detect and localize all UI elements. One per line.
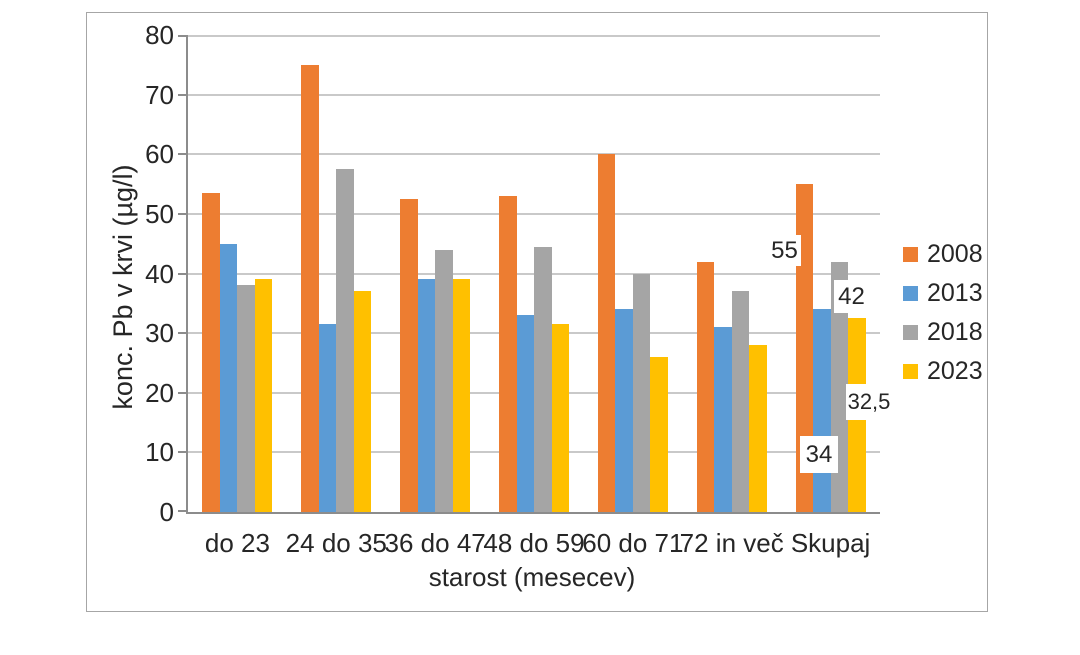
bar-2008-36 do 47 [400, 198, 418, 512]
y-axis-tick [178, 332, 186, 335]
y-tick-label-40: 40 [145, 258, 174, 289]
legend-label-2018: 2018 [927, 318, 983, 346]
bar-2023-60 do 71 [650, 356, 668, 512]
bar-2013-48 do 59 [516, 315, 534, 512]
data-label-2013-Skupaj: 34 [800, 436, 838, 473]
x-axis-category-label-6: Skupaj [790, 528, 871, 558]
y-axis-tick [178, 93, 186, 96]
bar-2018-48 do 59 [534, 246, 552, 512]
legend-swatch-2013 [903, 286, 918, 301]
legend-swatch-2018 [903, 325, 918, 340]
legend-swatch-2023 [903, 364, 918, 379]
legend-label-2013: 2013 [927, 279, 983, 307]
y-tick-label-60: 60 [145, 139, 174, 170]
bar-2018-24 do 35 [336, 169, 354, 512]
bar-2013-Skupaj [813, 309, 831, 512]
x-axis-title: starost (mesecev) [428, 562, 636, 592]
bar-2018-72 in več [731, 291, 750, 512]
data-label-2008-Skupaj: 55 [768, 235, 801, 266]
legend-label-2008: 2008 [927, 240, 983, 268]
bar-2013-36 do 47 [417, 279, 436, 512]
legend-label-2023: 2023 [927, 357, 983, 385]
gridline-50 [188, 212, 880, 215]
bar-2008-72 in več [696, 261, 715, 512]
legend-item-2023: 2023 [903, 352, 983, 391]
bar-2008-24 do 35 [301, 64, 319, 512]
x-axis-category-label-1: 24 do 35 [285, 528, 387, 558]
bar-2013-24 do 35 [318, 324, 337, 512]
y-tick-label-50: 50 [145, 198, 174, 229]
bar-2023-24 do 35 [353, 291, 372, 512]
bar-2008-48 do 59 [499, 196, 517, 512]
bar-2018-do 23 [237, 285, 255, 512]
legend-item-2018: 2018 [903, 313, 983, 352]
y-axis-tick [178, 510, 186, 512]
data-label-2023-Skupaj: 32,5 [846, 384, 892, 420]
y-tick-label-0: 0 [159, 497, 174, 527]
bar-2008-do 23 [202, 193, 220, 512]
y-axis-tick [178, 153, 186, 156]
x-axis-category-label-2: 36 do 47 [384, 528, 486, 558]
legend: 2008 2013 2018 2023 [903, 235, 983, 391]
bar-2013-72 in več [714, 327, 732, 512]
bar-2023-48 do 59 [551, 324, 569, 512]
y-axis-title: konc. Pb v krvi (µg/l) [108, 164, 138, 410]
legend-swatch-2008 [903, 247, 918, 262]
bar-2023-36 do 47 [452, 279, 471, 512]
y-tick-label-10: 10 [145, 437, 174, 468]
x-axis-category-label-4: 60 do 71 [582, 528, 684, 558]
bar-2008-Skupaj [795, 184, 814, 512]
x-axis-category-label-0: do 23 [204, 528, 270, 558]
bar-2018-60 do 71 [632, 273, 651, 512]
y-axis-tick [178, 212, 186, 215]
bar-2018-36 do 47 [435, 249, 453, 512]
data-label-2018-Skupaj: 42 [834, 280, 869, 313]
bar-2013-do 23 [219, 243, 238, 512]
x-axis-category-label-5: 72 in več [679, 528, 784, 558]
gridline-80 [188, 35, 880, 37]
y-axis-tick [178, 391, 186, 394]
plot-area: 0 10 20 30 40 50 60 70 80 do 23 24 do 35 36 do 47 48… [145, 22, 880, 556]
bar-2023-do 23 [254, 279, 273, 512]
y-axis-tick [178, 35, 186, 37]
gridline-60 [188, 153, 880, 156]
x-axis-category-label-3: 48 do 59 [483, 528, 585, 558]
bar-2008-60 do 71 [597, 154, 616, 512]
gridline-70 [188, 93, 880, 96]
legend-item-2013: 2013 [903, 274, 983, 313]
y-axis-tick [178, 451, 186, 454]
y-tick-label-70: 70 [145, 79, 174, 110]
y-tick-label-30: 30 [145, 318, 174, 349]
bar-2013-60 do 71 [615, 309, 633, 512]
y-tick-label-80: 80 [145, 20, 174, 50]
y-tick-label-20: 20 [145, 377, 174, 408]
legend-item-2008: 2008 [903, 235, 983, 274]
y-axis-tick [178, 272, 186, 275]
bar-2023-72 in več [749, 345, 767, 512]
